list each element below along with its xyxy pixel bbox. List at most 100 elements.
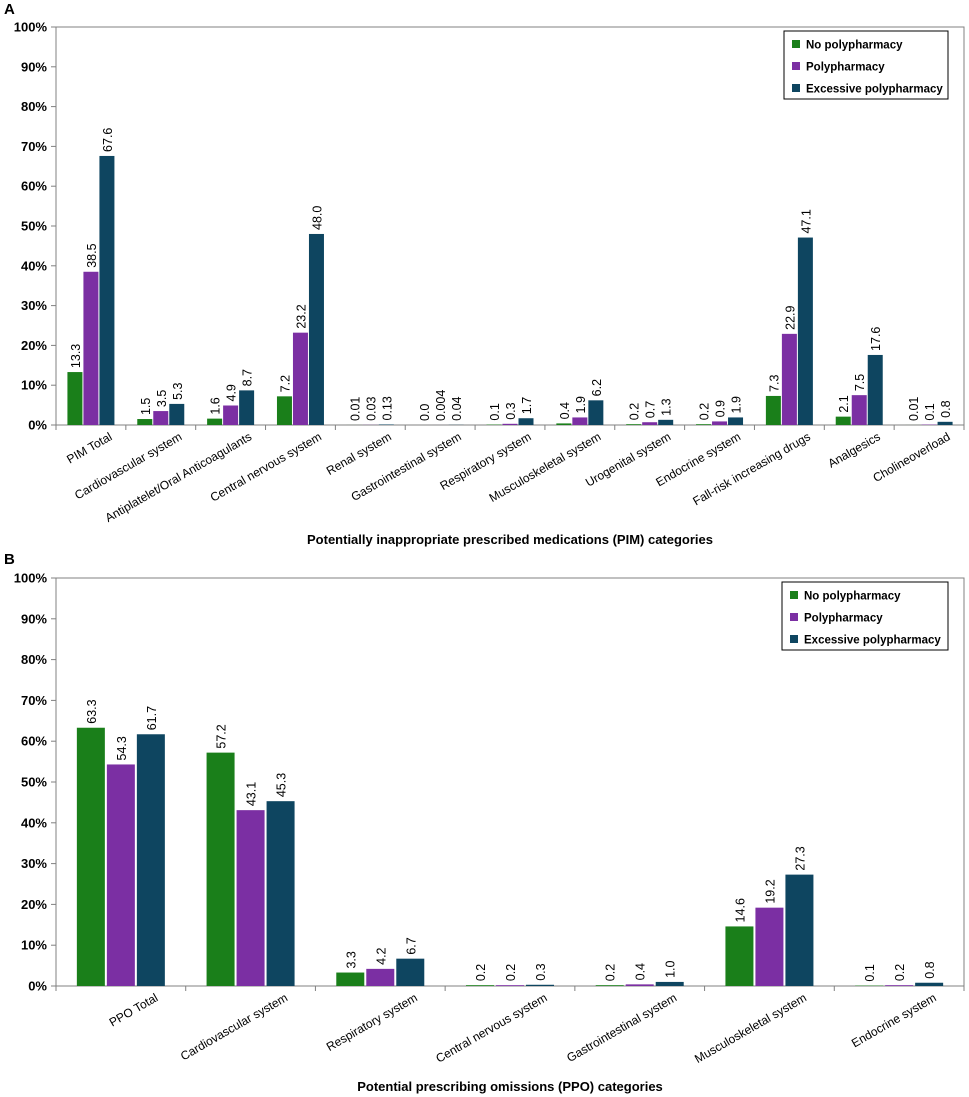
data-label: 0.4 — [634, 963, 648, 980]
bar-excessive-polypharmacy — [867, 354, 883, 425]
data-label: 57.2 — [215, 724, 229, 748]
legend-label: No polypharmacy — [806, 40, 903, 52]
category-label: Central nervous system — [433, 990, 549, 1065]
data-label: 1.5 — [139, 398, 153, 415]
bar-polypharmacy — [223, 405, 239, 425]
legend-swatch — [792, 40, 800, 48]
bar-polypharmacy — [236, 810, 265, 986]
bar-excessive-polypharmacy — [266, 801, 295, 986]
bar-no-polypharmacy — [556, 423, 572, 425]
bar-excessive-polypharmacy — [658, 419, 674, 425]
data-label: 0.1 — [923, 403, 937, 420]
panel-a-letter: A — [4, 1, 15, 18]
category-label: PPO Total — [107, 990, 161, 1029]
y-tick-label: 20% — [21, 338, 47, 353]
y-tick-label: 60% — [21, 734, 47, 749]
data-label: 0.13 — [380, 396, 394, 420]
data-label: 0.1 — [488, 403, 502, 420]
legend-label: Polypharmacy — [806, 62, 885, 74]
y-tick-label: 30% — [21, 298, 47, 313]
data-label: 22.9 — [783, 305, 797, 329]
legend-label: Polypharmacy — [804, 613, 883, 625]
category-label: Gastrointestinal system — [564, 990, 679, 1064]
data-label: 4.9 — [225, 384, 239, 401]
data-label: 4.2 — [374, 947, 388, 964]
bar-polypharmacy — [502, 423, 518, 425]
y-tick-label: 70% — [21, 139, 47, 154]
y-tick-label: 80% — [21, 99, 47, 114]
bar-excessive-polypharmacy — [588, 400, 604, 425]
bar-polypharmacy — [781, 333, 797, 425]
data-label: 23.2 — [294, 304, 308, 328]
data-label: 0.2 — [504, 964, 518, 981]
bar-no-polypharmacy — [595, 985, 624, 986]
data-label: 1.7 — [520, 397, 534, 414]
data-label: 1.3 — [660, 398, 674, 415]
data-label: 0.7 — [644, 401, 658, 418]
legend-label: Excessive polypharmacy — [804, 635, 941, 647]
bar-polypharmacy — [851, 395, 867, 425]
bar-excessive-polypharmacy — [797, 237, 813, 425]
bar-no-polypharmacy — [76, 727, 105, 986]
data-label: 0.8 — [939, 400, 953, 417]
bar-excessive-polypharmacy — [99, 155, 115, 425]
bar-polypharmacy — [496, 985, 524, 986]
panel-b-letter: B — [4, 551, 15, 568]
data-label: 1.6 — [209, 397, 223, 414]
data-label: 45.3 — [275, 773, 289, 797]
bar-excessive-polypharmacy — [655, 981, 684, 986]
data-label: 0.01 — [907, 397, 921, 421]
category-label: Central nervous system — [208, 429, 324, 504]
y-tick-label: 50% — [21, 219, 47, 234]
data-label: 48.0 — [310, 206, 324, 230]
bar-excessive-polypharmacy — [526, 984, 554, 986]
legend-label: No polypharmacy — [804, 591, 901, 603]
bar-excessive-polypharmacy — [239, 390, 255, 425]
bar-polypharmacy — [755, 907, 784, 986]
bar-no-polypharmacy — [67, 372, 83, 425]
bar-polypharmacy — [642, 422, 658, 425]
data-label: 61.7 — [145, 706, 159, 730]
y-tick-label: 100% — [14, 20, 48, 35]
data-label: 0.9 — [714, 400, 728, 417]
data-label: 7.5 — [853, 374, 867, 391]
bar-polypharmacy — [292, 332, 308, 425]
category-label: Respiratory system — [324, 990, 420, 1053]
y-tick-label: 10% — [21, 938, 47, 953]
data-label: 0.4 — [558, 402, 572, 419]
bar-polypharmacy — [572, 417, 588, 425]
data-label: 7.3 — [767, 375, 781, 392]
bar-polypharmacy — [366, 968, 395, 986]
data-label: 6.7 — [404, 937, 418, 954]
data-label: 0.01 — [348, 397, 362, 421]
y-tick-label: 50% — [21, 775, 47, 790]
data-label: 63.3 — [85, 699, 99, 723]
y-tick-label: 20% — [21, 897, 47, 912]
bar-polypharmacy — [83, 271, 99, 425]
data-label: 47.1 — [799, 209, 813, 233]
bar-no-polypharmacy — [466, 985, 494, 986]
y-tick-label: 40% — [21, 815, 47, 830]
category-label: Musculoskeletal system — [692, 990, 809, 1065]
data-label: 13.3 — [69, 344, 83, 368]
data-label: 0.2 — [628, 403, 642, 420]
data-label: 8.7 — [241, 369, 255, 386]
legend-label: Excessive polypharmacy — [806, 84, 943, 96]
data-label: 5.3 — [171, 382, 185, 399]
data-label: 14.6 — [733, 898, 747, 922]
category-label: Fall-risk increasing drugs — [690, 429, 813, 508]
bar-polypharmacy — [885, 985, 914, 986]
bar-no-polypharmacy — [765, 395, 781, 425]
category-label: Analgesics — [825, 429, 882, 470]
bar-polypharmacy — [153, 411, 169, 425]
data-label: 0.8 — [923, 961, 937, 978]
data-label: 0.1 — [863, 964, 877, 981]
data-label: 0.03 — [364, 397, 378, 421]
bar-no-polypharmacy — [207, 418, 223, 425]
data-label: 0.2 — [893, 964, 907, 981]
y-tick-label: 90% — [21, 59, 47, 74]
data-label: 0.2 — [474, 964, 488, 981]
legend-swatch — [792, 84, 800, 92]
bar-no-polypharmacy — [336, 972, 365, 986]
data-label: 0.04 — [450, 396, 464, 420]
